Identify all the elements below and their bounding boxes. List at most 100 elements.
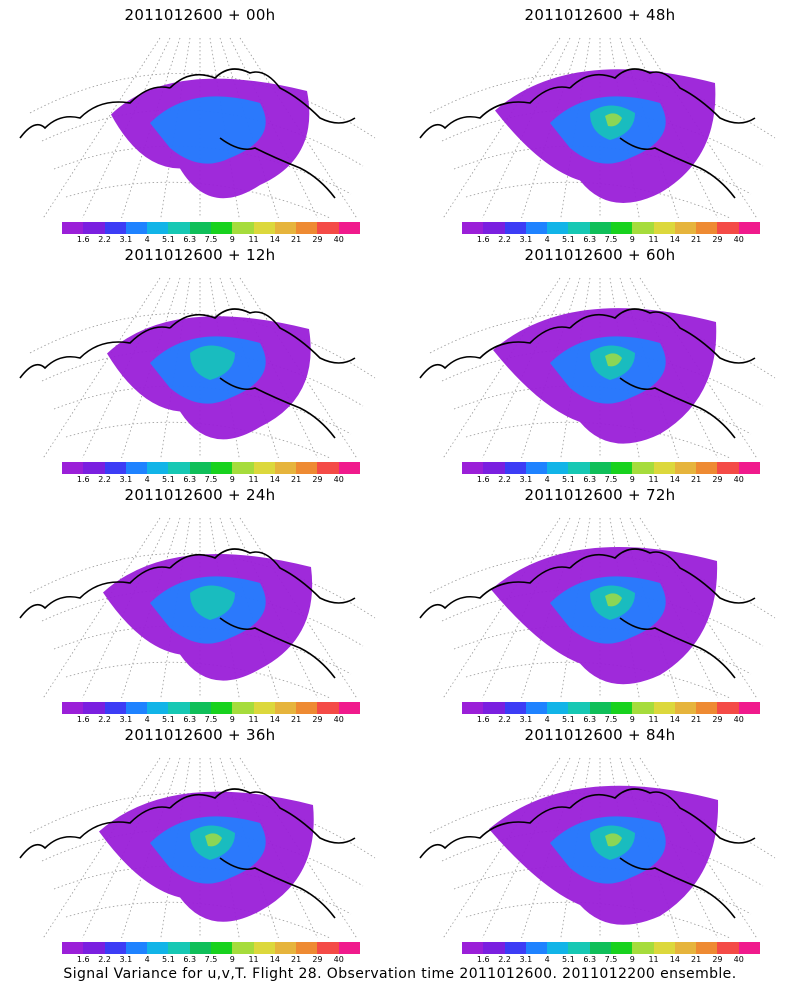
colorbar-segment: [483, 702, 505, 714]
colorbar-tick-label: 9: [229, 955, 235, 964]
colorbar-segment: [674, 462, 697, 474]
colorbar-tick-label: 5.1: [562, 715, 575, 724]
colorbar-segment: [232, 222, 254, 234]
longitude-gridline: [42, 37, 161, 218]
colorbar-tick-label: 29: [312, 715, 323, 724]
colorbar-tick-label: 29: [312, 235, 323, 244]
colorbar-tick-label: 3.1: [119, 715, 133, 724]
colorbar-tick-label: 1.6: [76, 715, 90, 724]
colorbar-tick-label: 14: [669, 955, 680, 964]
variance-contour: [605, 353, 622, 367]
colorbar-tick-label: 7.5: [204, 715, 218, 724]
colorbar: [462, 222, 760, 234]
colorbar-tick-label: 6.3: [583, 235, 597, 244]
panel-title: 2011012600 + 12h: [124, 246, 276, 264]
latitude-gridline: [441, 829, 764, 887]
colorbar-segment: [338, 462, 360, 474]
colorbar-tick-label: 14: [269, 235, 280, 244]
colorbar-tick-labels: 1.6 2.2 3.1 4 5.1 6.3 7.5 9 11 14 21 29 40: [52, 475, 372, 485]
colorbar-segment: [547, 462, 569, 474]
colorbar-tick-label: 5.1: [162, 235, 175, 244]
polar-map: [419, 37, 776, 218]
panel-title: 2011012600 + 60h: [524, 246, 676, 264]
coastline: [169, 788, 356, 844]
forecast-panel: 2011012600 + 12h 1.6 2.2 3.1 4 5.1 6.3 7.5 9 11 14…: [0, 240, 400, 485]
coastline: [619, 617, 736, 679]
colorbar-segment: [147, 462, 169, 474]
colorbar-segment: [483, 462, 505, 474]
coastline: [19, 566, 171, 619]
colorbar-segment: [632, 462, 654, 474]
latitude-gridline: [441, 349, 764, 407]
colorbar-segment: [674, 222, 697, 234]
colorbar-segment: [317, 222, 339, 234]
colorbar-tick-label: 1.6: [476, 715, 490, 724]
colorbar-tick-label: 3.1: [519, 955, 533, 964]
panel-title: 2011012600 + 00h: [124, 6, 276, 24]
colorbar-tick-label: 2.2: [98, 955, 111, 964]
colorbar: [62, 462, 360, 474]
colorbar-segment: [504, 942, 526, 954]
colorbar-tick-label: 4: [144, 955, 150, 964]
colorbar-segment: [83, 222, 105, 234]
colorbar-tick-label: 40: [733, 955, 744, 964]
colorbar-tick-label: 21: [291, 235, 302, 244]
colorbar-tick-label: 4: [144, 475, 150, 484]
colorbar-tick-label: 4: [544, 715, 550, 724]
longitude-gridline: [239, 277, 358, 458]
coastline: [619, 137, 736, 199]
colorbar-tick-labels: 1.6 2.2 3.1 4 5.1 6.3 7.5 9 11 14 21 29 40: [52, 715, 372, 725]
coastline: [419, 326, 571, 379]
colorbar-tick-label: 4: [144, 235, 150, 244]
colorbar-segment: [338, 942, 360, 954]
latitude-gridline: [441, 589, 764, 647]
colorbar-tick-label: 21: [691, 715, 702, 724]
colorbar-segment: [696, 462, 718, 474]
colorbar-segment: [653, 702, 675, 714]
colorbar-tick-label: 6.3: [183, 955, 197, 964]
colorbar-segment: [232, 942, 254, 954]
polar-map: [19, 277, 376, 458]
colorbar-tick-labels: 1.6 2.2 3.1 4 5.1 6.3 7.5 9 11 14 21 29 40: [452, 715, 772, 725]
colorbar-segment: [717, 222, 739, 234]
colorbar-tick-label: 6.3: [583, 475, 597, 484]
colorbar-segment: [232, 702, 254, 714]
colorbar-tick-label: 40: [733, 235, 744, 244]
colorbar-segment: [717, 702, 739, 714]
colorbar-segment: [738, 462, 760, 474]
colorbar-segment: [83, 462, 105, 474]
colorbar-segment: [632, 702, 654, 714]
colorbar-tick-labels: 1.6 2.2 3.1 4 5.1 6.3 7.5 9 11 14 21 29 40: [52, 235, 372, 245]
colorbar: [462, 462, 760, 474]
colorbar-tick-label: 6.3: [183, 715, 197, 724]
colorbar-segment: [210, 702, 233, 714]
colorbar-segment: [738, 702, 760, 714]
colorbar-segment: [62, 942, 84, 954]
colorbar-tick-label: 7.5: [204, 475, 218, 484]
colorbar-segment: [462, 702, 484, 714]
colorbar-tick-label: 21: [691, 955, 702, 964]
colorbar: [62, 702, 360, 714]
variance-contour: [190, 345, 235, 380]
colorbar-segment: [610, 462, 633, 474]
variance-contour: [605, 593, 622, 607]
coastline: [219, 617, 336, 679]
colorbar-segment: [717, 462, 739, 474]
colorbar-tick-label: 4: [544, 235, 550, 244]
colorbar-tick-label: 40: [333, 235, 344, 244]
colorbar-tick-label: 4: [544, 955, 550, 964]
colorbar-segment: [589, 702, 611, 714]
longitude-gridline: [639, 517, 758, 698]
colorbar-tick-label: 29: [712, 475, 723, 484]
colorbar-tick-label: 5.1: [562, 475, 575, 484]
colorbar-segment: [525, 942, 548, 954]
colorbar-segment: [253, 942, 275, 954]
colorbar-tick-label: 40: [333, 715, 344, 724]
colorbar-segment: [210, 462, 233, 474]
colorbar-segment: [738, 942, 760, 954]
colorbar-tick-label: 3.1: [119, 235, 133, 244]
colorbar-segment: [147, 942, 169, 954]
colorbar-segment: [504, 702, 526, 714]
colorbar-segment: [653, 942, 675, 954]
colorbar-tick-label: 9: [229, 475, 235, 484]
